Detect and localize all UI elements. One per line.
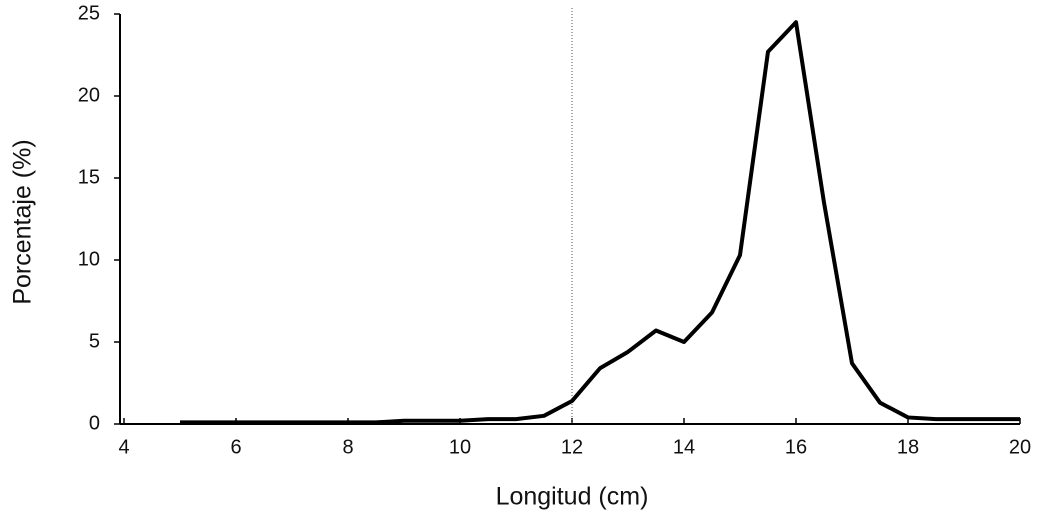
x-tick-label: 18 bbox=[897, 436, 919, 458]
y-tick-label: 5 bbox=[89, 330, 100, 352]
x-tick-label: 6 bbox=[230, 436, 241, 458]
y-tick-label: 0 bbox=[89, 412, 100, 434]
y-tick-label: 20 bbox=[78, 84, 100, 106]
data-line bbox=[180, 20, 1020, 425]
y-tick-label: 25 bbox=[78, 2, 100, 24]
x-tick-label: 4 bbox=[118, 436, 129, 458]
y-tick-label: 15 bbox=[78, 166, 100, 188]
y-axis-label: Porcentaje (%) bbox=[9, 139, 37, 304]
x-tick-label: 20 bbox=[1009, 436, 1031, 458]
x-tick-label: 8 bbox=[342, 436, 353, 458]
x-tick-label: 10 bbox=[449, 436, 471, 458]
x-axis-label: Longitud (cm) bbox=[496, 483, 649, 511]
y-tick-label: 10 bbox=[78, 248, 100, 270]
x-tick-label: 12 bbox=[561, 436, 583, 458]
x-tick-label: 14 bbox=[673, 436, 695, 458]
x-tick-label: 16 bbox=[785, 436, 807, 458]
